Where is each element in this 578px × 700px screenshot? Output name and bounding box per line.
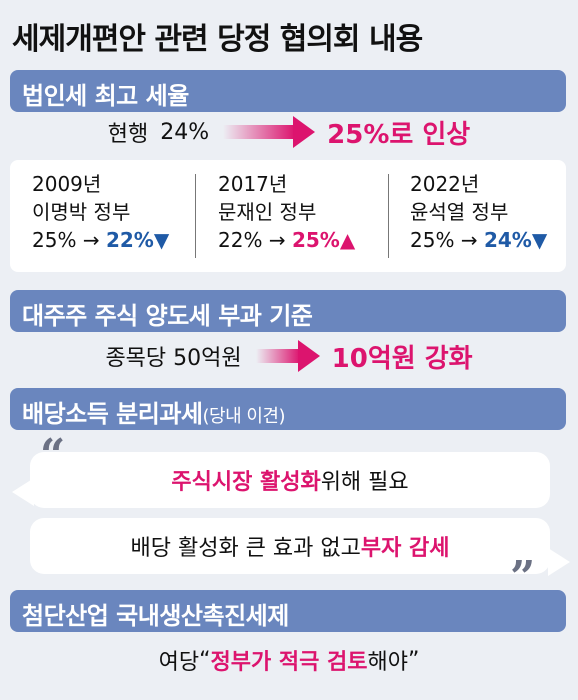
open-quote-icon: “	[40, 430, 66, 481]
section-header-note: (당내 이견)	[202, 406, 286, 427]
capital-gains-change-row: 종목당 50억원 10억원 강화	[0, 336, 578, 376]
government-year: 2017년	[218, 172, 288, 196]
opinion-emphasis: 부자 감세	[360, 536, 450, 561]
government-name: 문재인 정부	[218, 200, 317, 224]
government-name: 윤석열 정부	[410, 200, 509, 224]
proposal-value: 10억원 강화	[331, 343, 473, 374]
government-item: 2017년 문재인 정부 22% → 25%▲	[218, 170, 355, 254]
statement-emphasis: 정부가 적극 검토	[210, 650, 368, 675]
current-label: 현행	[107, 122, 149, 147]
divider	[388, 174, 389, 258]
speech-bubble-opinion-2: 배당 활성화 큰 효과 없고 부자 감세	[30, 518, 550, 574]
section-header-label: 대주주 주식 양도세 부과 기준	[22, 302, 313, 330]
opinion-text: 배당 활성화 큰 효과 없고	[130, 536, 361, 561]
down-triangle-icon: ▼	[153, 228, 170, 252]
section-header-capital-gains: 대주주 주식 양도세 부과 기준	[10, 290, 566, 332]
speech-bubble-opinion-1: 주식시장 활성화 위해 필요	[30, 452, 550, 508]
section-header-dividend: 배당소득 분리과세(당내 이견)	[10, 388, 566, 430]
page-title: 세제개편안 관련 당정 협의회 내용	[12, 22, 423, 57]
current-value: 종목당 50억원	[105, 346, 242, 371]
government-year: 2022년	[410, 172, 480, 196]
bubble-tail	[548, 548, 570, 576]
government-item: 2009년 이명박 정부 25% → 22%▼	[32, 170, 169, 254]
section-header-label: 법인세 최고 세율	[22, 82, 189, 110]
government-rate-change: 25% → 22%▼	[32, 228, 170, 252]
government-rate-change: 22% → 25%▲	[218, 228, 356, 252]
section-header-corp-tax: 법인세 최고 세율	[10, 70, 566, 112]
government-name: 이명박 정부	[32, 200, 131, 224]
close-quote: ”	[407, 647, 420, 673]
current-value: 24%	[160, 119, 210, 145]
opinion-text: 위해 필요	[320, 470, 409, 495]
government-rate-change: 25% → 24%▼	[410, 228, 548, 252]
government-history-card: 2009년 이명박 정부 25% → 22%▼ 2017년 문재인 정부 22%…	[10, 160, 566, 272]
speaker-label: 여당	[158, 650, 200, 675]
government-year: 2009년	[32, 172, 102, 196]
increase-arrow-icon	[255, 340, 320, 372]
corp-tax-change-row: 현행 24% 25%로 인상	[0, 112, 578, 152]
section-header-hightech: 첨단산업 국내생산촉진세제	[10, 590, 566, 632]
section-header-label: 첨단산업 국내생산촉진세제	[22, 602, 289, 630]
proposal-value: 25%로 인상	[327, 119, 471, 150]
hightech-statement-row: 여당 “정부가 적극 검토 해야”	[0, 640, 578, 680]
increase-arrow-icon	[223, 116, 316, 148]
government-item: 2022년 윤석열 정부 25% → 24%▼	[410, 170, 547, 254]
up-triangle-icon: ▲	[339, 228, 356, 252]
bubble-tail	[12, 478, 34, 506]
section-header-label: 배당소득 분리과세	[22, 400, 203, 428]
opinion-emphasis: 주식시장 활성화	[171, 470, 321, 495]
open-quote: “	[199, 647, 211, 673]
divider	[195, 174, 196, 258]
statement-text: 해야	[367, 650, 408, 675]
down-triangle-icon: ▼	[531, 228, 548, 252]
